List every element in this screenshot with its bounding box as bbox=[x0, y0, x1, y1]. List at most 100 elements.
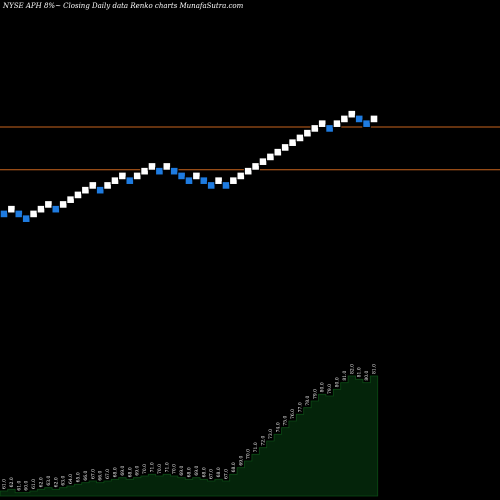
volume-label: 69.0 bbox=[179, 466, 185, 476]
volume-label: 68.0 bbox=[231, 462, 237, 472]
renko-brick bbox=[66, 195, 75, 204]
renko-brick bbox=[140, 166, 149, 176]
volume-label: 78.0 bbox=[305, 396, 311, 406]
volume-label: 62.0 bbox=[9, 477, 15, 487]
chart-caption: NYSE APH 8%~ Closing Daily data Renko ch… bbox=[2, 2, 244, 10]
renko-brick bbox=[73, 190, 83, 200]
volume-label: 66.0 bbox=[83, 471, 89, 481]
volume-label: 80.0 bbox=[364, 371, 370, 381]
volume-label: 64.0 bbox=[68, 474, 74, 484]
volume-label: 79.0 bbox=[312, 389, 318, 399]
renko-brick bbox=[273, 147, 283, 157]
renko-brick bbox=[162, 162, 172, 171]
volume-label: 70.0 bbox=[246, 449, 252, 459]
volume-label: 74.0 bbox=[275, 422, 281, 432]
renko-brick bbox=[303, 128, 312, 138]
volume-label: 70.0 bbox=[142, 464, 148, 474]
volume-label: 71.0 bbox=[150, 462, 156, 472]
renko-brick bbox=[81, 185, 90, 195]
volume-label: 80.0 bbox=[320, 382, 326, 392]
renko-brick bbox=[192, 171, 201, 181]
volume-label: 81.0 bbox=[357, 367, 363, 377]
renko-brick bbox=[236, 171, 246, 181]
renko-brick bbox=[266, 152, 275, 162]
volume-label: 68.0 bbox=[216, 467, 222, 477]
volume-label: 61.0 bbox=[2, 479, 8, 489]
volume-label: 80.0 bbox=[335, 377, 341, 387]
renko-brick bbox=[221, 181, 231, 190]
volume-label: 67.0 bbox=[224, 469, 230, 479]
renko-brick bbox=[347, 109, 357, 119]
renko-brick bbox=[310, 124, 320, 133]
volume-label: 63.0 bbox=[61, 476, 67, 486]
renko-brick bbox=[280, 143, 290, 152]
renko-brick bbox=[325, 124, 334, 133]
volume-label: 81.0 bbox=[342, 371, 348, 381]
renko-brick bbox=[21, 214, 31, 223]
renko-brick bbox=[51, 204, 61, 214]
renko-brick bbox=[243, 166, 253, 176]
volume-labels: 61.0 62.0 61.0 60.0 61.0 62.0 63.0 62.0 63.0 64.0… bbox=[2, 364, 378, 491]
renko-brick bbox=[214, 176, 223, 185]
renko-brick bbox=[29, 209, 38, 219]
renko-brick bbox=[44, 200, 53, 209]
volume-label: 67.0 bbox=[209, 469, 215, 479]
renko-brick bbox=[184, 176, 194, 185]
renko-brick bbox=[288, 138, 297, 147]
volume-label: 76.0 bbox=[290, 409, 296, 419]
renko-brick bbox=[95, 185, 105, 195]
renko-brick bbox=[354, 114, 364, 124]
renko-brick bbox=[14, 209, 24, 219]
volume-label: 72.0 bbox=[261, 436, 267, 446]
volume-label: 65.0 bbox=[76, 472, 82, 482]
renko-brick bbox=[295, 133, 305, 143]
renko-brick bbox=[258, 157, 268, 166]
volume-area bbox=[0, 375, 379, 497]
renko-brick bbox=[118, 171, 127, 181]
renko-brick bbox=[88, 181, 98, 190]
volume-label: 75.0 bbox=[283, 416, 289, 426]
volume-label: 67.0 bbox=[105, 469, 111, 479]
volume-label: 67.0 bbox=[90, 469, 96, 479]
volume-label: 61.0 bbox=[31, 479, 37, 489]
renko-bricks bbox=[0, 109, 379, 223]
renko-brick bbox=[177, 171, 186, 181]
volume-label: 60.0 bbox=[24, 481, 30, 491]
volume-label: 68.0 bbox=[187, 467, 193, 477]
volume-label: 68.0 bbox=[113, 467, 119, 477]
renko-brick bbox=[0, 209, 9, 219]
renko-brick bbox=[125, 176, 135, 185]
renko-brick bbox=[362, 119, 371, 128]
volume-label: 62.0 bbox=[53, 477, 59, 487]
renko-brick bbox=[369, 114, 379, 124]
volume-label: 81.0 bbox=[372, 364, 378, 374]
volume-label: 69.0 bbox=[135, 466, 141, 476]
volume-label: 71.0 bbox=[253, 442, 259, 452]
renko-brick bbox=[147, 162, 157, 171]
renko-brick bbox=[58, 200, 68, 209]
renko-brick bbox=[169, 166, 179, 176]
volume-area-path bbox=[0, 375, 379, 497]
renko-brick bbox=[206, 181, 216, 190]
volume-label: 63.0 bbox=[46, 476, 52, 486]
volume-label: 77.0 bbox=[298, 402, 304, 412]
renko-brick bbox=[199, 176, 209, 185]
volume-label: 82.0 bbox=[349, 364, 355, 374]
volume-label: 68.0 bbox=[127, 467, 133, 477]
volume-label: 62.0 bbox=[39, 477, 45, 487]
volume-label: 79.0 bbox=[327, 384, 333, 394]
volume-label: 68.0 bbox=[201, 467, 207, 477]
volume-label: 61.0 bbox=[16, 481, 22, 491]
volume-label: 69.0 bbox=[120, 466, 126, 476]
volume-label: 73.0 bbox=[268, 429, 274, 439]
renko-brick bbox=[132, 171, 142, 181]
renko-brick bbox=[251, 162, 260, 171]
renko-brick bbox=[229, 176, 238, 185]
renko-brick bbox=[36, 204, 46, 214]
renko-brick bbox=[317, 119, 327, 128]
renko-brick bbox=[110, 176, 120, 185]
volume-label: 69.0 bbox=[238, 456, 244, 466]
